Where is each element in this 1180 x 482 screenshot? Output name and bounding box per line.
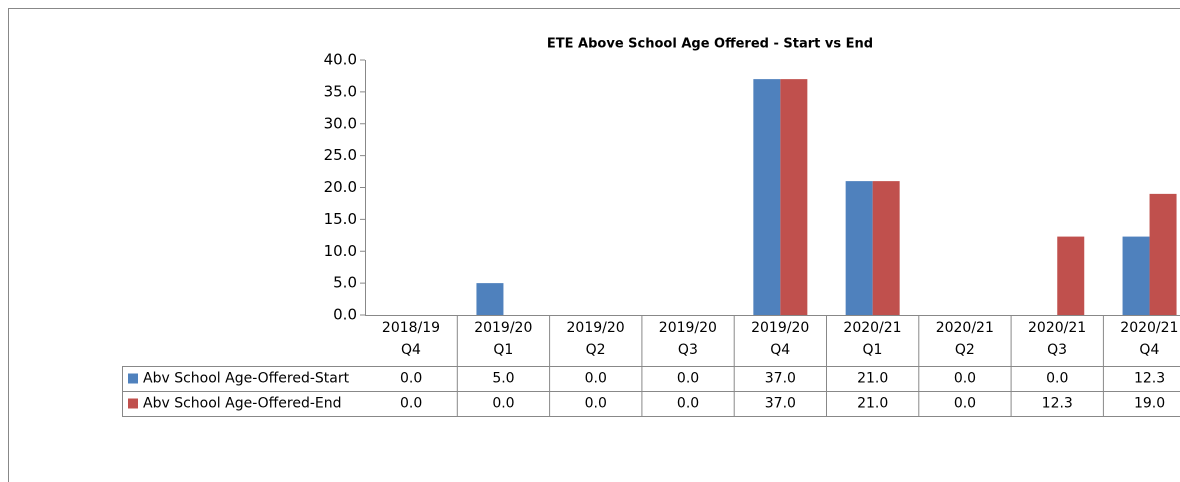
y-tick-label: 15.0: [324, 210, 357, 228]
bar: [780, 79, 808, 315]
y-tick-label: 10.0: [324, 242, 357, 260]
y-tick-label: 30.0: [324, 114, 357, 132]
data-table-value: 37.0: [765, 371, 796, 387]
x-tick-label: 2020/21 Q3: [1028, 320, 1087, 358]
y-tick-label: 25.0: [324, 146, 357, 164]
data-table-value: 0.0: [400, 371, 422, 387]
x-tick-label: 2019/20 Q3: [658, 320, 717, 358]
x-tick-label: 2019/20 Q4: [751, 320, 810, 358]
data-table-value: 0.0: [954, 371, 976, 387]
chart-title: ETE Above School Age Offered - Start vs …: [547, 37, 873, 52]
bar: [753, 79, 781, 315]
data-table-value: 12.3: [1042, 396, 1073, 412]
bar: [1057, 236, 1085, 315]
data-table-value: 0.0: [954, 396, 976, 412]
x-tick-label: 2020/21 Q1: [843, 320, 902, 358]
data-table-value: 0.0: [400, 396, 422, 412]
x-tick-label: 2018/19 Q4: [381, 320, 441, 358]
legend-label: Abv School Age-Offered-Start: [143, 371, 350, 387]
legend-swatch: [128, 373, 138, 384]
bar: [845, 181, 873, 315]
data-table-value: 5.0: [492, 371, 514, 387]
y-tick-label: 5.0: [333, 274, 357, 292]
data-table-value: 0.0: [585, 371, 607, 387]
data-table-value: 0.0: [585, 396, 607, 412]
data-table-value: 0.0: [1046, 371, 1068, 387]
x-tick-label: 2019/20 Q2: [566, 320, 625, 358]
data-table-value: 19.0: [1134, 396, 1165, 412]
bar: [872, 181, 900, 315]
y-tick-label: 35.0: [324, 82, 357, 100]
data-table-value: 21.0: [857, 396, 888, 412]
y-tick-label: 40.0: [324, 51, 357, 69]
bar: [1122, 236, 1150, 315]
y-tick-label: 20.0: [324, 178, 357, 196]
data-table-value: 0.0: [677, 371, 699, 387]
x-tick-label: 2020/21 Q2: [935, 320, 994, 358]
bar: [476, 283, 504, 315]
y-tick-label: 0.0: [333, 306, 357, 324]
legend-label: Abv School Age-Offered-End: [143, 396, 342, 412]
data-table-value: 0.0: [677, 396, 699, 412]
data-table-value: 21.0: [857, 371, 888, 387]
data-table-value: 12.3: [1134, 371, 1165, 387]
data-table-value: 37.0: [765, 396, 796, 412]
x-tick-label: 2020/21 Q4: [1120, 320, 1179, 358]
legend-swatch: [128, 398, 138, 409]
bar: [1149, 193, 1177, 315]
x-tick-label: 2019/20 Q1: [474, 320, 533, 358]
data-table-value: 0.0: [492, 396, 514, 412]
